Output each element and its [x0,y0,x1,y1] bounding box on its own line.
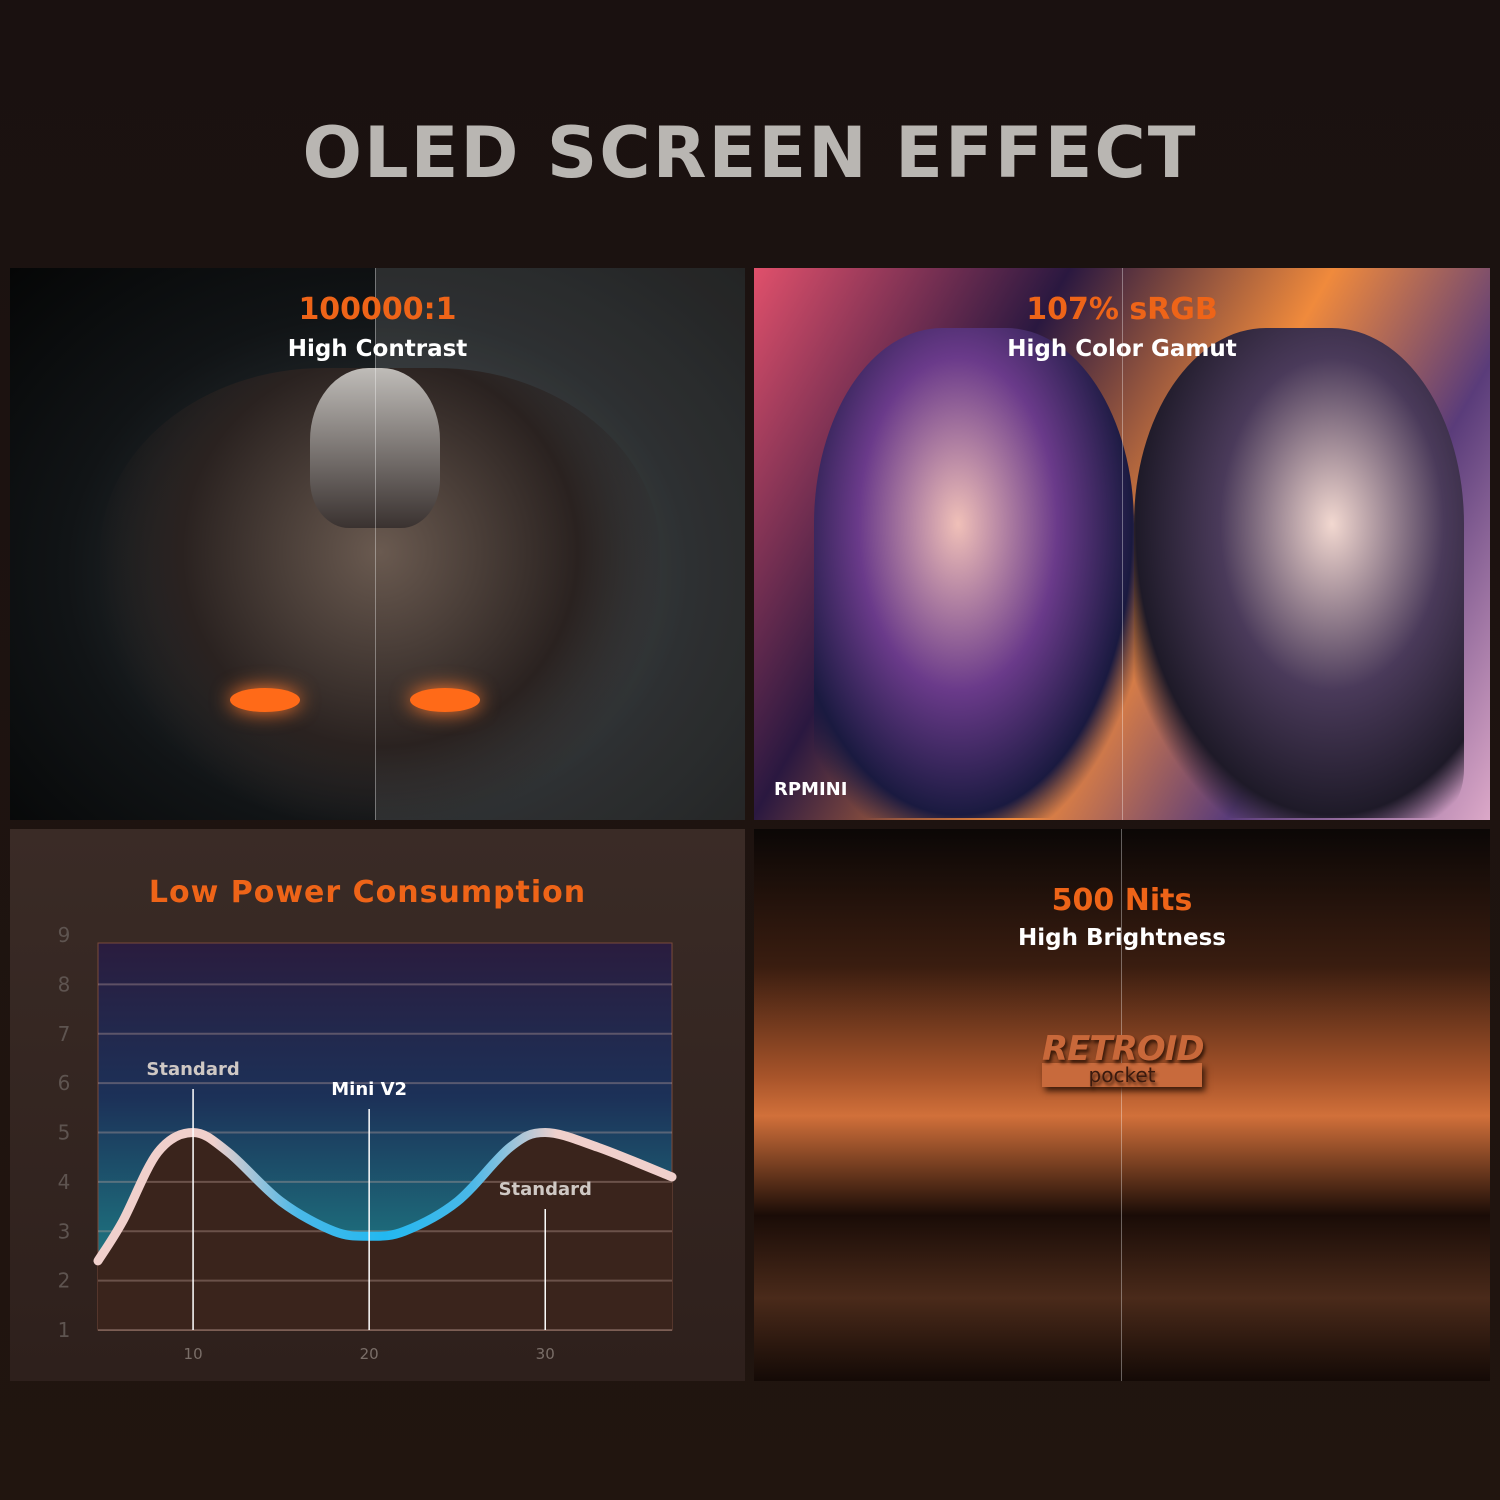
gamut-headline: 107% sRGB [1026,292,1218,327]
contrast-subtitle: High Contrast [287,336,468,362]
gamut-subtitle: High Color Gamut [1007,336,1237,362]
y-tick-label: 1 [58,1318,71,1342]
comparison-divider [375,268,376,820]
y-tick-label: 4 [58,1170,71,1194]
x-tick-label: 30 [536,1345,555,1363]
watermark: RPMINI [774,779,848,800]
y-tick-label: 2 [58,1269,71,1293]
comparison-divider [1122,268,1123,820]
page-title: OLED SCREEN EFFECT [302,112,1198,194]
girl-image-left [814,328,1134,818]
power-panel: Low Power Consumption 1 2 3 4 5 6 7 8 9 10 20 30 Sta… [10,829,745,1381]
x-tick-label: 20 [360,1345,379,1363]
y-tick-label: 8 [58,972,71,996]
y-tick-label: 9 [58,923,71,947]
contrast-headline: 100000:1 [298,292,457,327]
annotation-label: Mini V2 [331,1079,407,1100]
brightness-headline: 500 Nits [1051,883,1193,918]
contrast-panel: 100000:1 High Contrast [10,268,745,820]
y-tick-label: 3 [58,1219,71,1243]
retroid-pocket-logo: RETROID pocket [1042,1029,1205,1087]
brightness-panel: 500 Nits High Brightness RETROID pocket [754,829,1490,1381]
annotation-label: Standard [499,1179,592,1200]
chart-title: Low Power Consumption [148,875,587,910]
comparison-divider [1121,829,1122,1381]
robot-glow [230,688,300,712]
annotation-label: Standard [146,1059,239,1080]
area-fill [98,1132,672,1330]
girl-image-right [1134,328,1464,818]
y-tick-label: 5 [58,1121,71,1145]
x-tick-label: 10 [184,1345,203,1363]
y-tick-label: 7 [58,1022,71,1046]
robot-head-image [310,368,440,528]
power-chart: 1 2 3 4 5 6 7 8 9 10 20 30 Standard Mini V2 Standard [58,923,677,1363]
brightness-subtitle: High Brightness [1018,925,1226,951]
series-line [93,1127,677,1266]
robot-glow [410,688,480,712]
gamut-panel: 107% sRGB High Color Gamut RPMINI [754,268,1490,820]
y-tick-label: 6 [58,1071,71,1095]
